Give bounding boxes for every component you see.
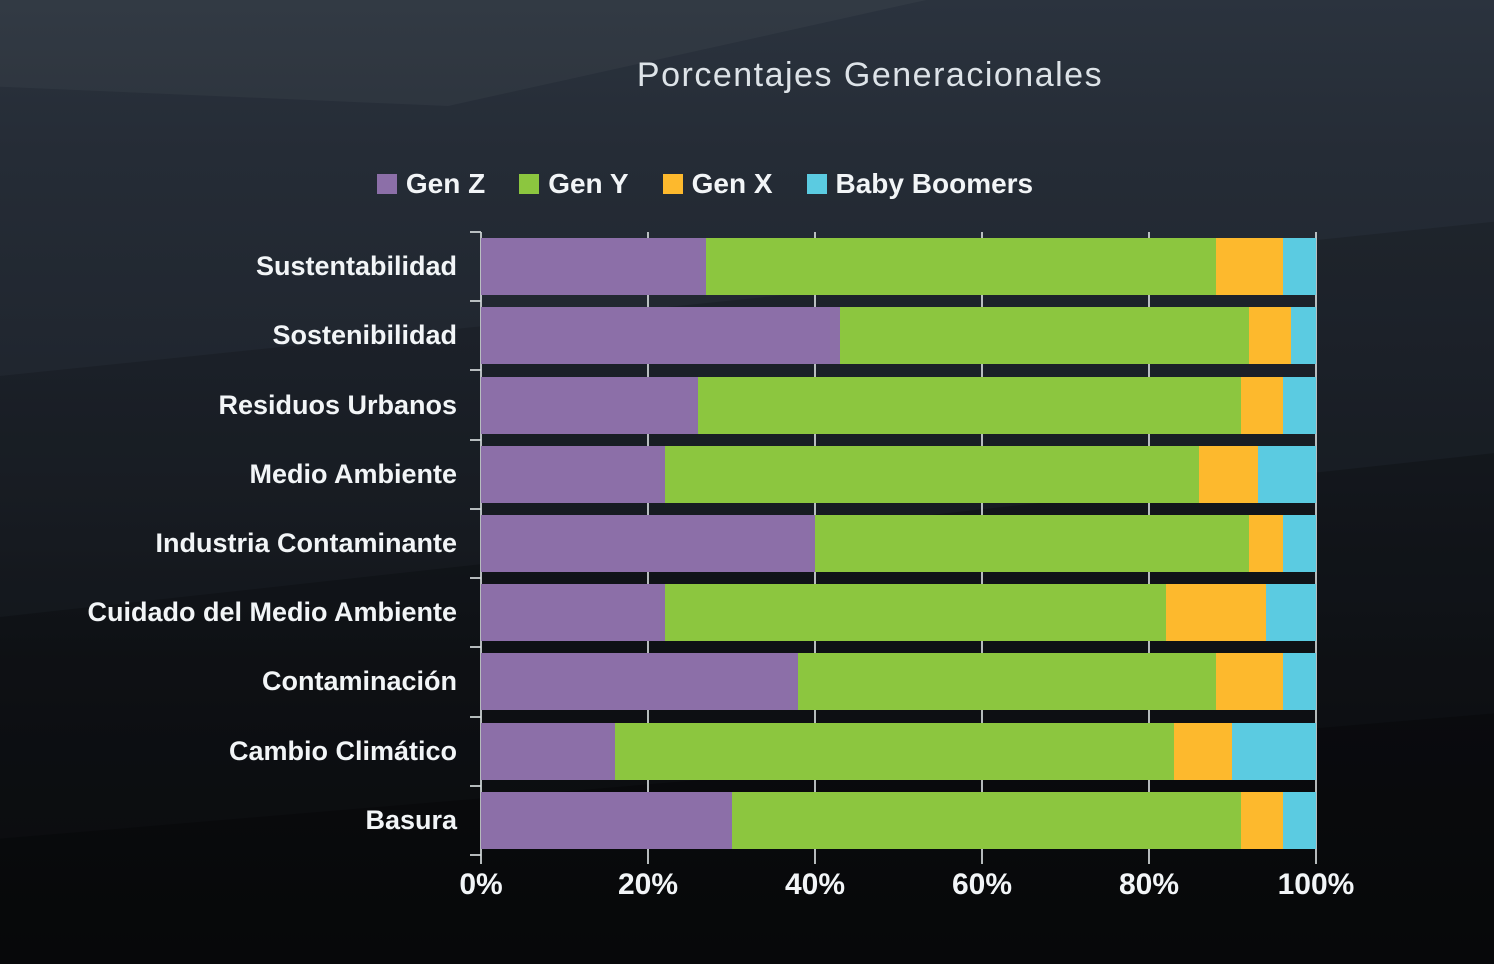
bar-segment-baby-boomers — [1282, 376, 1316, 434]
x-axis-tick — [814, 855, 816, 864]
bar-segment-gen-z — [481, 445, 665, 503]
legend-label: Gen Y — [548, 168, 629, 199]
x-axis-tick — [1315, 855, 1317, 864]
bar-segment-gen-y — [731, 791, 1241, 849]
bar-segment-gen-y — [840, 307, 1250, 365]
legend-swatch-icon — [376, 174, 397, 194]
bar-row — [481, 307, 1316, 365]
x-axis-tick — [981, 855, 983, 864]
bar-segment-gen-z — [481, 515, 815, 572]
y-axis-tick — [470, 507, 481, 510]
bar-row — [481, 791, 1316, 849]
bar-row — [481, 584, 1316, 642]
bar-segment-gen-z — [481, 791, 732, 849]
bar-segment-gen-x — [1174, 722, 1233, 780]
bar-segment-gen-x — [1249, 307, 1291, 365]
bar-segment-gen-z — [481, 584, 665, 642]
y-axis-tick — [470, 646, 481, 649]
chart-title: Porcentajes Generacionales — [636, 56, 1104, 94]
y-axis-tick — [470, 438, 481, 441]
y-axis-tick — [470, 784, 481, 787]
bar-segment-gen-x — [1215, 238, 1283, 296]
legend-item: Baby Boomers — [806, 168, 1034, 199]
bar-segment-gen-z — [481, 722, 615, 780]
bar-segment-baby-boomers — [1282, 238, 1316, 296]
legend-item: Gen Z — [376, 168, 486, 199]
y-axis-tick — [470, 300, 481, 303]
category-label: Cambio Climático — [228, 735, 457, 766]
bar-row — [481, 653, 1316, 711]
y-axis-tick — [470, 577, 481, 580]
x-axis-tick — [1148, 855, 1150, 864]
legend-swatch-icon — [662, 174, 683, 194]
bar-segment-baby-boomers — [1232, 722, 1316, 780]
x-axis-label: 0% — [459, 868, 503, 901]
category-label: Contaminación — [261, 666, 457, 697]
bar-segment-gen-x — [1199, 445, 1258, 503]
category-label: Sustentabilidad — [255, 251, 457, 282]
y-axis-tick — [470, 369, 481, 372]
bar-segment-gen-x — [1240, 376, 1283, 434]
category-label: Industria Contaminante — [155, 527, 457, 558]
bar-segment-gen-y — [706, 238, 1216, 296]
bar-row — [481, 515, 1316, 572]
y-axis-tick — [470, 231, 481, 233]
category-label: Medio Ambiente — [249, 458, 457, 489]
bar-segment-gen-x — [1165, 584, 1266, 642]
bar-segment-gen-y — [664, 584, 1166, 642]
bar-segment-gen-z — [481, 376, 699, 434]
bar-row — [481, 445, 1316, 503]
bar-segment-gen-y — [815, 515, 1250, 572]
legend-item: Gen Y — [519, 168, 629, 199]
category-label: Basura — [365, 804, 457, 835]
category-label: Cuidado del Medio Ambiente — [87, 597, 457, 628]
bar-segment-baby-boomers — [1257, 445, 1316, 503]
bar-segment-baby-boomers — [1265, 584, 1316, 642]
bar-segment-gen-z — [481, 307, 841, 365]
legend-swatch-icon — [806, 174, 827, 194]
x-axis-label: 40% — [784, 868, 846, 901]
bar-row — [481, 722, 1316, 780]
bar-segment-gen-y — [664, 445, 1200, 503]
plot-area — [470, 231, 1317, 864]
bar-segment-gen-y — [798, 653, 1216, 711]
bar-segment-gen-x — [1240, 791, 1283, 849]
bar-segment-gen-y — [614, 722, 1175, 780]
x-axis-label: 100% — [1277, 868, 1355, 901]
bar-segment-baby-boomers — [1290, 307, 1316, 365]
bar-segment-baby-boomers — [1282, 515, 1316, 572]
x-axis-label: 20% — [617, 868, 679, 901]
x-axis-tick — [647, 855, 649, 864]
bar-row — [481, 376, 1316, 434]
x-axis-label: 60% — [951, 868, 1013, 901]
legend-label: Gen X — [691, 168, 773, 199]
category-label: Residuos Urbanos — [218, 389, 457, 420]
legend-item: Gen X — [662, 168, 773, 199]
y-axis-tick — [470, 715, 481, 718]
bar-segment-gen-y — [698, 376, 1241, 434]
bar-segment-gen-x — [1249, 515, 1283, 572]
x-axis-tick — [480, 855, 482, 864]
legend-swatch-icon — [519, 174, 540, 194]
legend-label: Gen Z — [405, 168, 486, 199]
legend-label: Baby Boomers — [835, 168, 1034, 199]
bar-segment-baby-boomers — [1282, 653, 1316, 711]
category-label: Sostenibilidad — [272, 320, 457, 351]
gridline — [1315, 232, 1317, 855]
bar-row — [481, 238, 1316, 296]
x-axis-label: 80% — [1118, 868, 1180, 901]
y-axis-tick — [470, 854, 481, 856]
bar-segment-gen-z — [481, 238, 707, 296]
bar-segment-baby-boomers — [1282, 791, 1316, 849]
chart-legend: Gen Z Gen Y Gen X Baby Boomers — [0, 162, 1410, 206]
bar-segment-gen-x — [1215, 653, 1283, 711]
bar-segment-gen-z — [481, 653, 799, 711]
